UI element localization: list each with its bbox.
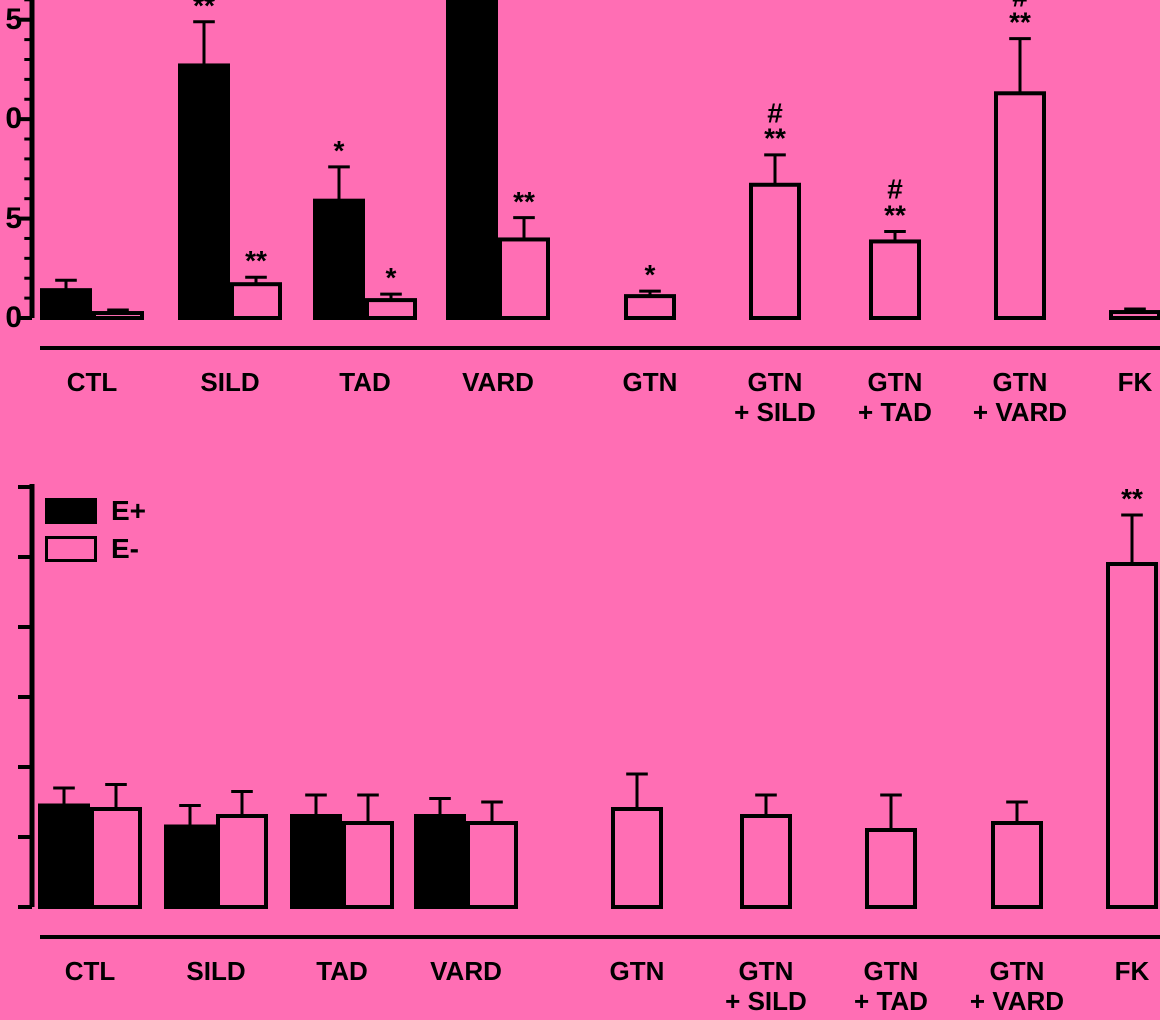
panel2-bar: [218, 816, 266, 907]
panel2-bar: [613, 809, 661, 907]
panel1-xlabel: FK: [1118, 368, 1153, 398]
panel2-bar: [742, 816, 790, 907]
panel2-annotation: **: [1121, 486, 1143, 511]
panel1-xlabel: GTN + VARD: [973, 368, 1067, 428]
panel2-bar: [92, 809, 140, 907]
panel2-bar: [344, 823, 392, 907]
panel1-annotation: # **: [884, 177, 906, 227]
panel-2: CTL SILD TAD VARD GTN GTN + SILD GTN + TAD GTN …: [0, 484, 1160, 1015]
panel2-bar: [993, 823, 1041, 907]
panel1-bar: [871, 241, 919, 318]
panel1-annotation: *: [645, 262, 656, 287]
panel1-bar: [315, 201, 363, 318]
legend-label: E-: [111, 533, 139, 565]
panel2-xlabel: CTL: [65, 957, 116, 987]
panel1-bar: [42, 290, 90, 318]
panel-1: 0505CTL****SILD**TAD**VARD*GTN# **GTN + …: [0, 0, 1160, 440]
panel1-bar: [232, 284, 280, 318]
panel1-xlabel: GTN + TAD: [858, 368, 932, 428]
panel1-ytick: 5: [0, 3, 22, 37]
legend-row: E+: [45, 495, 146, 527]
panel1-bar: [626, 296, 674, 318]
panel1-annotation: **: [245, 248, 267, 273]
panel1-ytick: 0: [0, 102, 22, 136]
panel1-ytick: 0: [0, 301, 22, 335]
panel1-bar: [367, 300, 415, 318]
panel1-bar: [1111, 312, 1159, 318]
panel1-bar: [751, 185, 799, 318]
panel1-xlabel: VARD: [462, 368, 534, 398]
panel1-xlabel: SILD: [200, 368, 259, 398]
panel1-annotation: **: [193, 0, 215, 18]
legend-swatch: [45, 498, 97, 524]
panel1-xlabel: GTN + SILD: [734, 368, 816, 428]
page: 0505CTL****SILD**TAD**VARD*GTN# **GTN + …: [0, 0, 1160, 1015]
legend-label: E+: [111, 495, 146, 527]
panel1-bar: [996, 93, 1044, 318]
panel1-xlabel: TAD: [339, 368, 391, 398]
panel2-bar: [1108, 564, 1156, 907]
panel2-xlabel: GTN + SILD: [725, 957, 807, 1017]
panel2-bar: [867, 830, 915, 907]
panel1-annotation: **: [513, 188, 535, 213]
panel1-annotation: *: [386, 265, 397, 290]
panel1-annotation: *: [334, 138, 345, 163]
panel1-xlabel: CTL: [67, 368, 118, 398]
panel2-xlabel: GTN: [610, 957, 665, 987]
legend-swatch: [45, 536, 97, 562]
panel1-bar: [180, 65, 228, 318]
panel2-svg: [0, 484, 1160, 1015]
panel2-bar: [292, 816, 340, 907]
panel2-bar: [40, 806, 88, 908]
panel1-bar: [94, 313, 142, 318]
panel2-bar: [416, 816, 464, 907]
panel2-xlabel: VARD: [430, 957, 502, 987]
panel1-xlabel: GTN: [623, 368, 678, 398]
panel1-ytick: 5: [0, 202, 22, 236]
panel2-xlabel: SILD: [186, 957, 245, 987]
panel1-annotation: # **: [764, 101, 786, 151]
panel2-xlabel: GTN + VARD: [970, 957, 1064, 1017]
panel2-xlabel: GTN + TAD: [854, 957, 928, 1017]
panel2-bar: [468, 823, 516, 907]
panel2-bar: [166, 827, 214, 908]
panel1-annotation: # **: [1009, 0, 1031, 35]
legend: E+ E-: [45, 495, 146, 571]
panel1-bar: [500, 239, 548, 318]
panel2-xlabel: FK: [1115, 957, 1150, 987]
panel1-bar: [448, 0, 496, 318]
legend-row: E-: [45, 533, 146, 565]
panel2-xlabel: TAD: [316, 957, 368, 987]
